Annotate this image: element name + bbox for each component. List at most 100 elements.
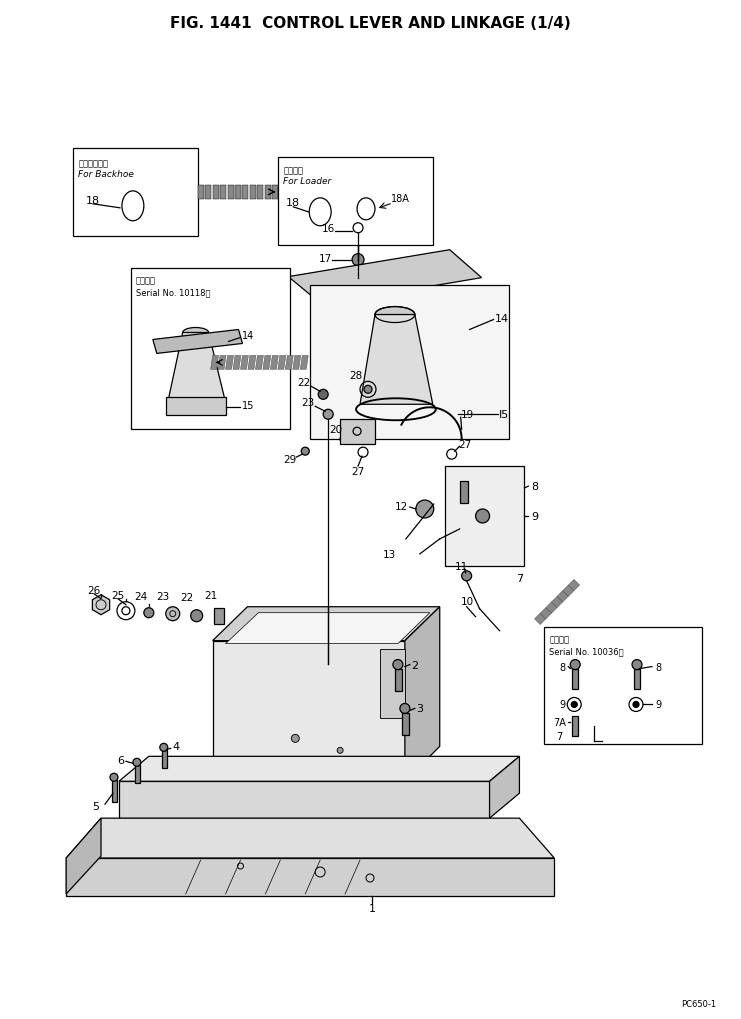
Text: 1: 1 <box>368 903 376 913</box>
Polygon shape <box>213 641 405 782</box>
Polygon shape <box>256 356 263 370</box>
Circle shape <box>166 607 180 622</box>
Text: 7: 7 <box>516 574 523 583</box>
Bar <box>459 482 468 503</box>
Text: 18: 18 <box>286 198 300 208</box>
Polygon shape <box>534 613 546 625</box>
Text: 8: 8 <box>531 482 538 491</box>
Polygon shape <box>119 782 490 818</box>
Polygon shape <box>66 818 101 894</box>
Circle shape <box>337 748 343 754</box>
Circle shape <box>133 758 141 766</box>
Text: 27: 27 <box>351 467 365 477</box>
Circle shape <box>364 386 372 394</box>
Polygon shape <box>405 607 439 782</box>
Circle shape <box>353 223 363 233</box>
Polygon shape <box>153 330 242 354</box>
Text: 10: 10 <box>461 596 474 606</box>
Text: Serial No. 10036〜: Serial No. 10036〜 <box>549 647 624 656</box>
Ellipse shape <box>122 192 144 221</box>
Bar <box>235 185 241 200</box>
Bar <box>135 765 140 784</box>
Polygon shape <box>66 858 554 896</box>
Ellipse shape <box>357 199 375 220</box>
Bar <box>340 420 375 444</box>
Bar <box>213 185 219 200</box>
Text: 7: 7 <box>556 732 562 742</box>
Text: 23: 23 <box>156 591 170 601</box>
Bar <box>227 185 233 200</box>
Text: バックホー用: バックホー用 <box>78 159 108 168</box>
Text: 28: 28 <box>350 371 362 381</box>
Text: 9: 9 <box>531 512 538 522</box>
Text: 適用号码: 適用号码 <box>136 276 156 285</box>
Polygon shape <box>225 356 233 370</box>
Bar <box>279 158 433 246</box>
Bar <box>220 185 226 200</box>
Bar <box>205 185 211 200</box>
Polygon shape <box>300 356 308 370</box>
Circle shape <box>633 702 639 708</box>
Bar <box>572 668 578 689</box>
Text: 15: 15 <box>242 400 255 411</box>
Polygon shape <box>380 649 405 718</box>
Polygon shape <box>568 580 579 591</box>
Text: 5: 5 <box>93 801 99 811</box>
Text: For Loader: For Loader <box>283 176 331 185</box>
Polygon shape <box>167 333 225 403</box>
Circle shape <box>144 608 154 619</box>
Polygon shape <box>551 597 562 608</box>
Text: 14: 14 <box>494 313 508 323</box>
Polygon shape <box>278 356 286 370</box>
Text: 25: 25 <box>111 590 124 600</box>
Ellipse shape <box>183 328 209 338</box>
Circle shape <box>302 447 309 455</box>
Text: 21: 21 <box>204 590 217 600</box>
Text: 14: 14 <box>242 331 255 341</box>
Text: 22: 22 <box>180 592 193 602</box>
Circle shape <box>110 773 118 782</box>
Polygon shape <box>241 356 248 370</box>
Circle shape <box>393 660 403 669</box>
Bar <box>250 185 256 200</box>
Circle shape <box>476 510 490 524</box>
Text: PC650-1: PC650-1 <box>682 999 717 1008</box>
Text: 16: 16 <box>322 223 335 233</box>
Text: 9: 9 <box>559 700 565 710</box>
Circle shape <box>462 572 471 581</box>
Polygon shape <box>557 591 568 602</box>
Bar <box>257 185 263 200</box>
Text: 8: 8 <box>559 662 565 672</box>
Text: 6: 6 <box>117 755 124 765</box>
Text: 8: 8 <box>656 662 662 672</box>
Polygon shape <box>93 595 110 615</box>
Text: 3: 3 <box>416 704 423 713</box>
Text: 13: 13 <box>383 549 396 559</box>
Circle shape <box>571 660 580 669</box>
Circle shape <box>323 410 333 420</box>
Polygon shape <box>288 251 482 306</box>
Polygon shape <box>360 315 433 405</box>
Text: ローダ用: ローダ用 <box>283 166 303 175</box>
Text: 9: 9 <box>656 700 662 710</box>
Bar <box>572 716 578 737</box>
Bar <box>131 268 290 430</box>
Bar <box>73 149 198 236</box>
Bar <box>310 285 510 440</box>
Polygon shape <box>225 613 430 644</box>
Text: 24: 24 <box>134 591 147 601</box>
Circle shape <box>318 390 328 399</box>
Bar <box>213 608 224 624</box>
Circle shape <box>291 735 299 743</box>
Text: Serial No. 10118〜: Serial No. 10118〜 <box>136 288 210 298</box>
Bar <box>166 397 225 416</box>
Bar <box>545 627 702 745</box>
Bar <box>273 185 279 200</box>
Bar <box>265 185 271 200</box>
Circle shape <box>340 435 350 444</box>
Bar <box>395 668 402 691</box>
Text: 18: 18 <box>86 196 100 206</box>
Text: 29: 29 <box>284 454 297 465</box>
Bar <box>242 185 248 200</box>
Text: 12: 12 <box>395 501 408 512</box>
